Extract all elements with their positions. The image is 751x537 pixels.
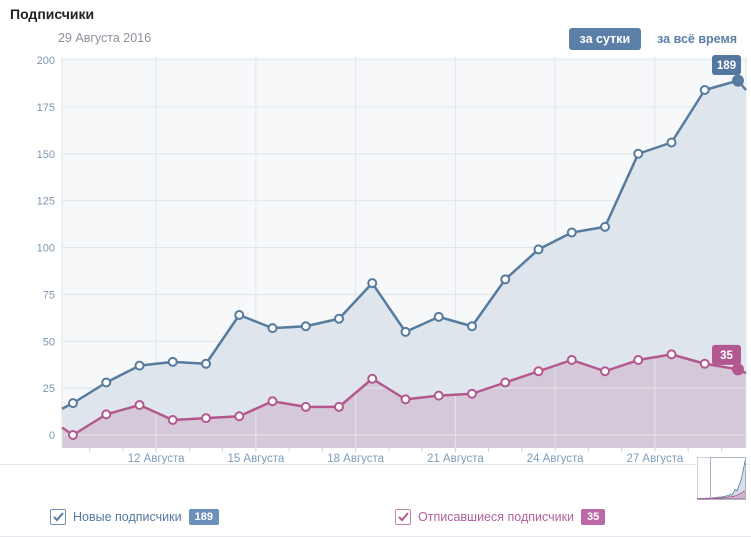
data-point-marker bbox=[134, 360, 145, 371]
x-axis-label: 12 Августа bbox=[128, 453, 185, 465]
data-point-marker bbox=[699, 85, 710, 95]
data-point-marker bbox=[699, 358, 710, 369]
y-axis-label: 150 bbox=[37, 149, 55, 161]
y-axis-label: 75 bbox=[43, 289, 55, 301]
data-point-marker bbox=[201, 413, 211, 424]
y-axis-label: 175 bbox=[37, 102, 55, 114]
data-point-marker bbox=[600, 221, 610, 232]
y-axis-label: 200 bbox=[37, 55, 55, 67]
data-point-marker bbox=[234, 310, 245, 320]
data-point-marker bbox=[500, 377, 511, 388]
x-axis-label: 15 Августа bbox=[227, 453, 284, 465]
data-point-marker bbox=[167, 356, 178, 367]
tooltip-badge bbox=[712, 344, 741, 365]
data-point-marker bbox=[68, 398, 78, 409]
unsubscribed-checkbox[interactable] bbox=[395, 509, 411, 525]
legend-item-new-subscribers: Новые подписчики 189 bbox=[50, 506, 219, 528]
data-point-marker bbox=[666, 349, 677, 360]
data-point-marker bbox=[101, 377, 112, 388]
data-point-marker bbox=[101, 409, 112, 420]
plot-background bbox=[62, 57, 746, 448]
data-point-marker bbox=[600, 366, 610, 377]
period-toggle: за сутки за всё время bbox=[568, 28, 743, 50]
x-axis-label: 24 Августа bbox=[527, 453, 584, 465]
navigator-selection[interactable] bbox=[710, 457, 746, 500]
data-point-marker bbox=[732, 74, 744, 87]
y-axis-label: 50 bbox=[43, 336, 55, 348]
data-point-marker bbox=[334, 401, 344, 412]
data-point-marker bbox=[566, 227, 577, 238]
new-subscribers-area bbox=[62, 80, 746, 448]
data-point-marker bbox=[533, 244, 544, 255]
tooltip-badge-value: 35 bbox=[720, 350, 733, 362]
data-point-marker bbox=[134, 400, 145, 410]
legend-count-badge: 189 bbox=[188, 509, 219, 525]
legend-label: Отписавшиеся подписчики bbox=[418, 510, 575, 524]
chart-legend: Новые подписчики 189 Отписавшиеся подпис… bbox=[0, 506, 751, 532]
data-point-marker bbox=[633, 148, 644, 159]
legend-count-badge: 35 bbox=[581, 509, 606, 525]
x-axis-label: 18 Августа bbox=[327, 453, 384, 465]
data-point-marker bbox=[201, 358, 211, 369]
subscribers-chart[interactable]: 0 25 50 75 100 125 150 175 200 12 Августа 15 Авгус… bbox=[0, 55, 751, 505]
data-point-marker bbox=[566, 355, 577, 365]
data-point-marker bbox=[267, 396, 278, 407]
data-point-marker bbox=[433, 311, 444, 322]
data-point-marker bbox=[300, 401, 311, 412]
data-point-marker bbox=[334, 313, 344, 324]
hover-date-label: 29 Августа 2016 bbox=[58, 31, 152, 45]
period-daily-button[interactable]: за сутки bbox=[568, 28, 642, 50]
legend-item-unsubscribed: Отписавшиеся подписчики 35 bbox=[395, 506, 606, 528]
data-point-marker bbox=[467, 388, 477, 399]
navigator-sparkline bbox=[697, 490, 746, 500]
data-point-marker bbox=[367, 373, 378, 384]
data-point-marker bbox=[68, 430, 78, 440]
data-point-marker bbox=[633, 355, 644, 365]
checkmark-icon bbox=[52, 512, 64, 522]
chart-svg: 0 25 50 75 100 125 150 175 200 12 Августа 15 Авгус… bbox=[0, 55, 751, 500]
new-subscribers-checkbox[interactable] bbox=[50, 509, 66, 525]
data-point-marker bbox=[732, 363, 744, 376]
data-point-marker bbox=[367, 278, 378, 289]
checkmark-icon bbox=[397, 512, 409, 522]
data-point-marker bbox=[300, 321, 311, 332]
data-point-marker bbox=[666, 137, 677, 148]
data-point-marker bbox=[400, 394, 411, 405]
y-axis-label: 25 bbox=[43, 383, 55, 395]
x-axis-label: 27 Августа bbox=[626, 453, 683, 465]
data-point-marker bbox=[467, 321, 477, 332]
legend-label: Новые подписчики bbox=[73, 510, 182, 524]
x-axis-label: 21 Августа bbox=[427, 453, 484, 465]
data-point-marker bbox=[533, 366, 544, 377]
data-point-marker bbox=[500, 274, 511, 285]
page-title: Подписчики bbox=[10, 6, 95, 22]
data-point-marker bbox=[433, 390, 444, 401]
y-axis-label: 0 bbox=[49, 430, 55, 442]
range-navigator[interactable] bbox=[697, 457, 746, 500]
tooltip-badge bbox=[712, 55, 741, 75]
data-point-marker bbox=[167, 415, 178, 425]
tooltip-badge-value: 189 bbox=[717, 60, 736, 72]
period-alltime-button[interactable]: за всё время bbox=[651, 28, 743, 50]
y-axis-label: 125 bbox=[37, 196, 55, 208]
data-point-marker bbox=[267, 323, 278, 334]
data-point-marker bbox=[234, 411, 245, 422]
data-point-marker bbox=[400, 326, 411, 337]
y-axis-label: 100 bbox=[37, 243, 55, 255]
